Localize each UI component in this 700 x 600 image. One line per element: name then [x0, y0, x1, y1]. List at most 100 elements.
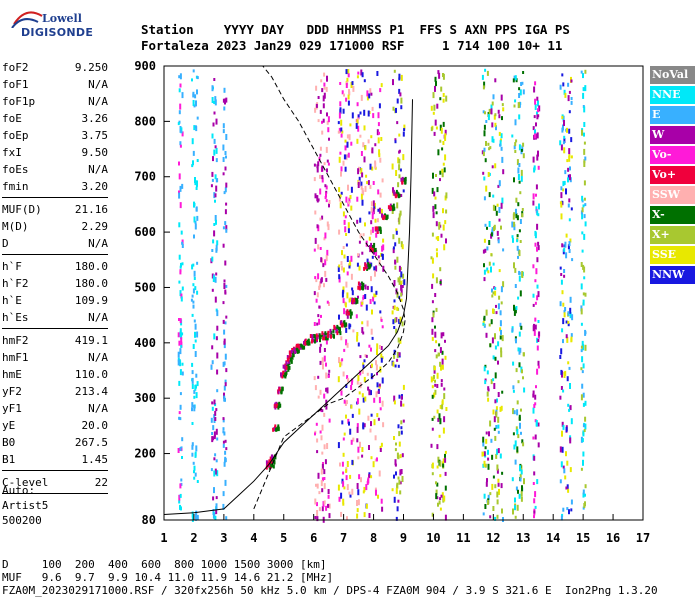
echo-dot — [535, 421, 538, 427]
echo-dot — [222, 427, 225, 431]
param-row-foEs: foEs N/A — [2, 161, 108, 178]
o-trace-point — [281, 374, 284, 379]
param-value: 419.1 — [74, 334, 108, 347]
echo-dot — [537, 150, 539, 157]
echo-dot — [393, 395, 396, 402]
echo-dot — [444, 154, 447, 161]
echo-dot — [340, 511, 343, 517]
echo-dot — [345, 384, 348, 388]
echo-dot — [483, 323, 486, 328]
echo-dot — [518, 163, 521, 167]
echo-dot — [338, 127, 341, 133]
echo-dot — [179, 369, 182, 376]
echo-dot — [517, 255, 519, 259]
echo-dot — [497, 237, 500, 242]
echo-dot — [345, 327, 348, 333]
echo-dot — [513, 224, 516, 231]
param-value: N/A — [88, 237, 108, 250]
echo-dot — [536, 223, 539, 230]
echo-dot — [370, 421, 372, 427]
echo-dot — [570, 137, 573, 143]
echo-dot — [372, 200, 375, 207]
echo-dot — [490, 438, 493, 443]
echo-dot — [377, 494, 379, 499]
echo-dot — [356, 508, 359, 513]
x-trace-point — [336, 324, 339, 329]
logo-line2: DIGISONDE — [21, 26, 94, 39]
echo-dot — [512, 361, 515, 366]
echo-dot — [494, 435, 497, 441]
echo-dot — [566, 460, 569, 466]
param-value: 3.20 — [81, 180, 109, 193]
echo-dot — [444, 135, 447, 141]
echo-dot — [363, 512, 366, 518]
echo-dot — [492, 308, 494, 314]
echo-dot — [513, 177, 515, 183]
echo-dot — [584, 292, 587, 297]
x-trace-point — [349, 314, 352, 319]
echo-dot — [212, 276, 215, 282]
echo-dot — [561, 374, 563, 378]
echo-dot — [569, 405, 572, 411]
echo-dot — [537, 108, 539, 113]
echo-dot — [533, 515, 535, 519]
echo-dot — [222, 417, 225, 421]
echo-dot — [538, 203, 540, 210]
echo-dot — [502, 281, 505, 288]
echo-dot — [487, 463, 490, 470]
echo-dot — [211, 256, 214, 262]
echo-dot — [430, 376, 433, 383]
echo-dot — [445, 192, 448, 199]
echo-dot — [402, 403, 405, 407]
o-trace-point — [289, 353, 292, 357]
echo-dot — [441, 171, 444, 178]
echo-dot — [179, 290, 182, 297]
echo-dot — [325, 185, 328, 190]
echo-dot — [438, 72, 441, 79]
echo-dot — [365, 174, 368, 178]
echo-dot — [499, 320, 502, 327]
echo-dot — [348, 421, 350, 426]
echo-dot — [444, 457, 447, 463]
echo-dot — [366, 258, 369, 263]
echo-dot — [318, 284, 321, 288]
echo-dot — [362, 233, 365, 237]
legend-item-E: E — [650, 106, 695, 124]
echo-dot — [320, 257, 323, 263]
echo-dot — [511, 477, 514, 482]
separator — [2, 254, 108, 255]
echo-dot — [380, 208, 383, 215]
x-trace-point — [326, 336, 329, 341]
echo-dot — [181, 371, 184, 376]
echo-dot — [513, 145, 516, 150]
echo-dot — [340, 171, 342, 177]
echo-dot — [321, 477, 324, 482]
echo-dot — [395, 228, 398, 232]
echo-dot — [391, 310, 394, 315]
echo-dot — [373, 206, 376, 210]
echo-dot — [435, 211, 438, 215]
echo-dot — [195, 182, 198, 188]
echo-dot — [518, 250, 521, 257]
echo-dot — [431, 257, 434, 264]
echo-dot — [482, 249, 485, 254]
echo-dot — [534, 104, 537, 110]
echo-dot — [582, 204, 585, 208]
echo-dot — [581, 231, 584, 235]
echo-dot — [362, 490, 365, 494]
echo-dot — [225, 202, 228, 206]
echo-dot — [224, 291, 227, 295]
echo-dot — [488, 240, 491, 245]
echo-dot — [324, 232, 327, 239]
echo-dot — [357, 342, 360, 347]
echo-dot — [501, 156, 504, 163]
echo-dot — [436, 444, 439, 450]
echo-dot — [435, 493, 438, 500]
echo-dot — [367, 415, 370, 421]
param-name: M(D) — [2, 220, 29, 233]
echo-dot — [432, 312, 435, 318]
echo-dot — [211, 360, 214, 365]
echo-dot — [194, 451, 197, 457]
echo-dot — [216, 352, 219, 359]
echo-dot — [215, 219, 217, 225]
